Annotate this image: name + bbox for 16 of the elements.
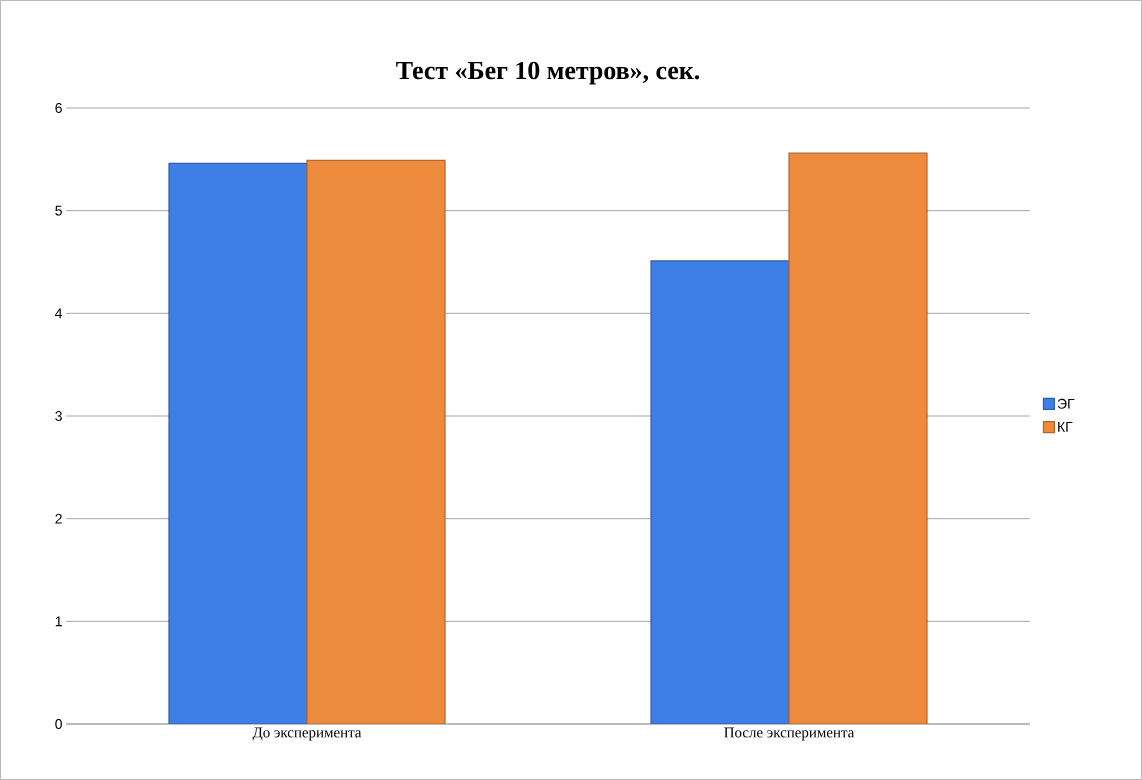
x-tick-label: До эксперимента (252, 727, 362, 741)
y-tick-label: 5 (55, 205, 62, 216)
y-tick-label: 0 (55, 719, 62, 729)
x-tick-label: После эксперимента (724, 727, 855, 741)
bar (650, 260, 790, 724)
y-tick-label: 1 (55, 616, 62, 627)
y-tick-label: 3 (55, 411, 62, 421)
legend-label: КГ (1058, 422, 1073, 432)
y-tick-label: 2 (55, 513, 62, 524)
bar (306, 159, 446, 724)
chart-title: Тест «Бег 10 метров», сек. (396, 61, 700, 85)
bar (168, 162, 308, 724)
y-tick-label: 6 (55, 103, 62, 113)
bar (788, 152, 928, 724)
y-tick-label: 4 (55, 308, 63, 319)
legend-label: ЭГ (1057, 398, 1075, 409)
